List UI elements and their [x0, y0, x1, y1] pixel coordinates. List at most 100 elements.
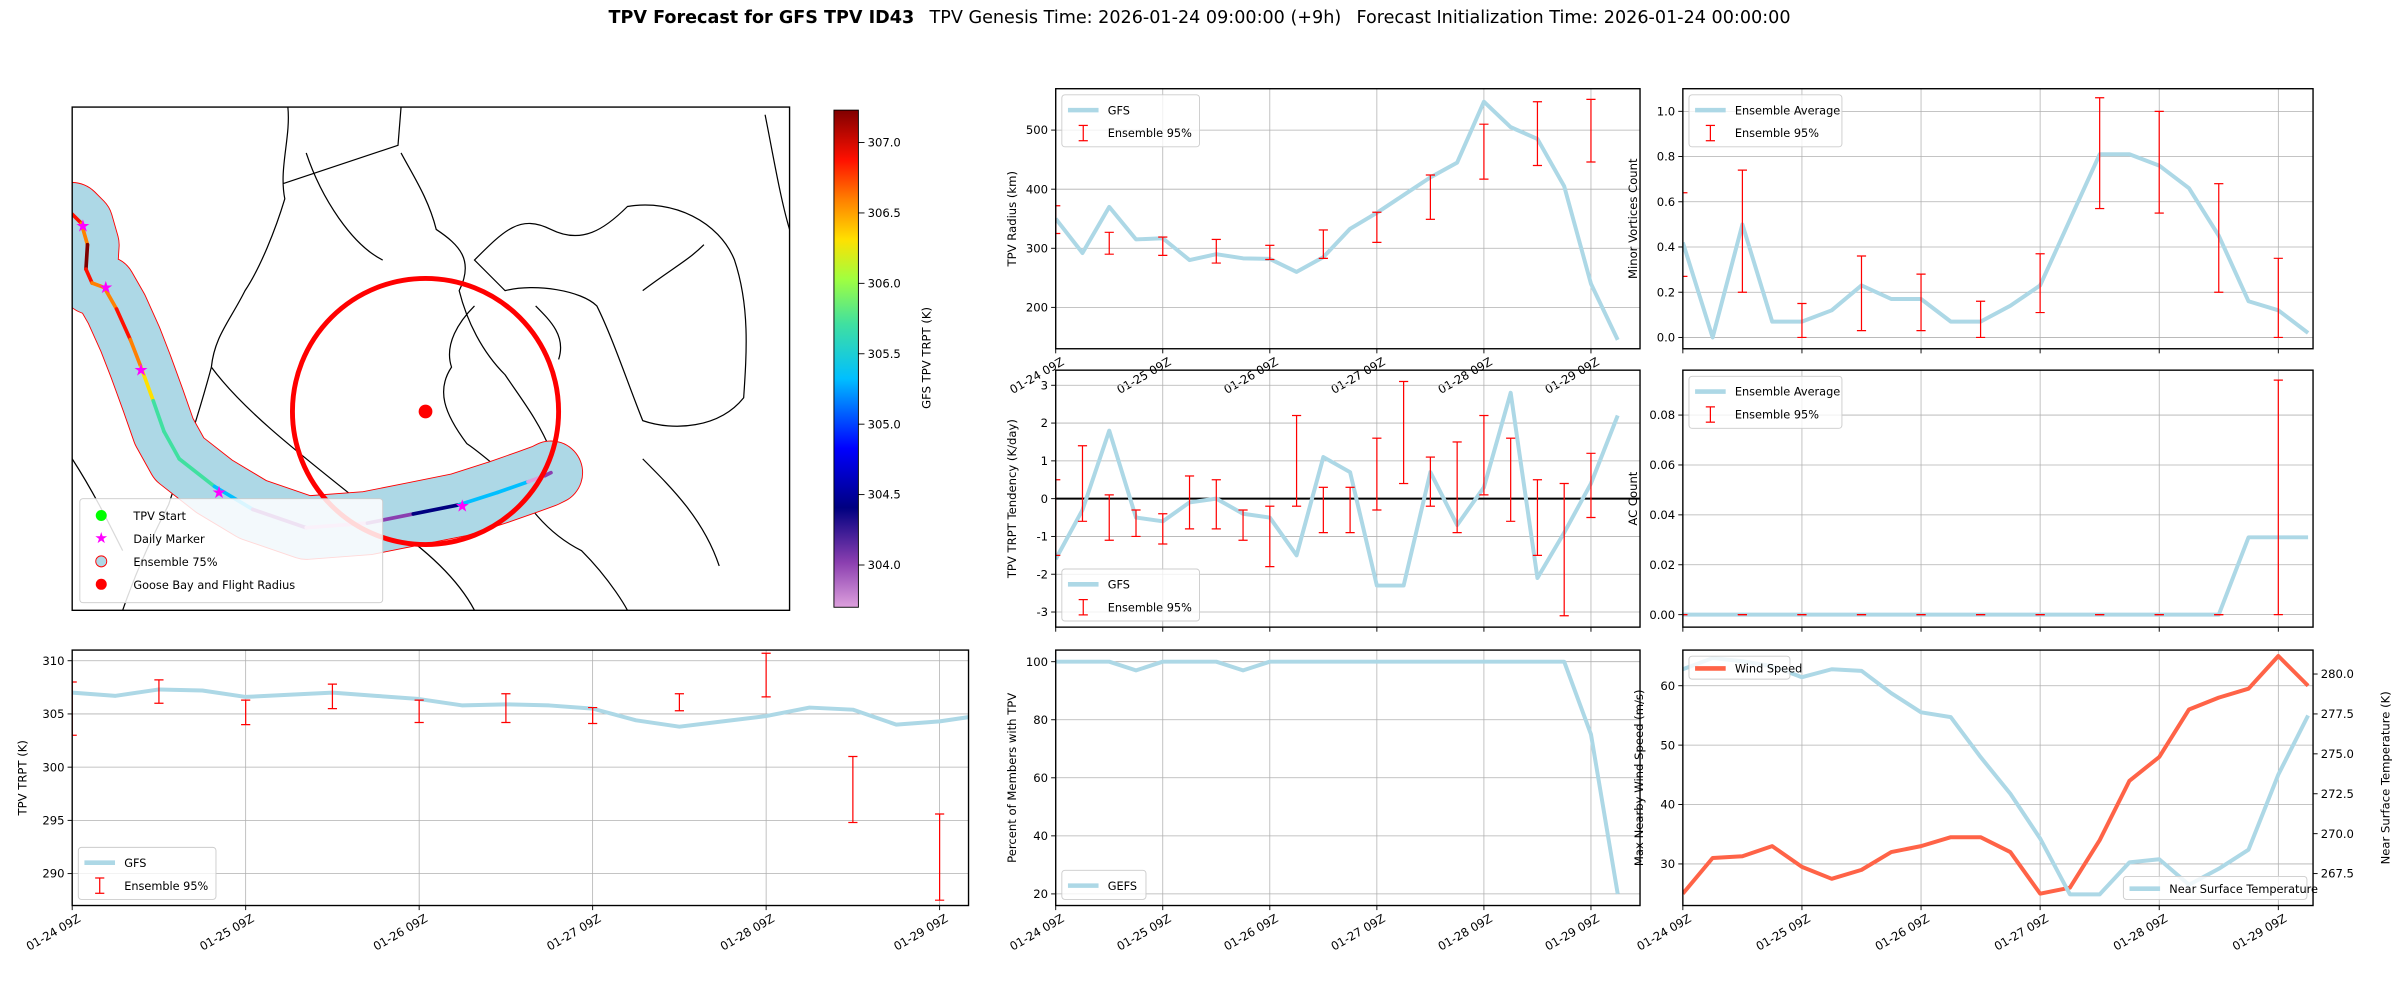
track-segment: [128, 337, 143, 369]
legend-label: GEFS: [1108, 880, 1137, 893]
daily-marker-star-icon: ★: [98, 277, 113, 297]
track-segment: [457, 490, 500, 507]
colorbar: [833, 109, 859, 608]
legend-box: [1688, 375, 1843, 429]
colorbar-ticks: 304.0 304.5 305.0 305.5 306.0 306.5 307.0: [858, 136, 901, 572]
series-line-ensemble-average: [1682, 152, 2310, 340]
x-tick-label: 01-25 09Z: [1114, 354, 1173, 396]
series-line-gfs: [1055, 99, 1620, 341]
track-segment: [84, 267, 94, 285]
y-tick-label: 500: [1026, 123, 1048, 137]
y-axis-label: Max Nearby Wind Speed (m/s): [1632, 689, 1646, 866]
chart-wind: 30 40 50 60 01-24 09Z 01-25 09Z 01-26 09Z 01-27…: [1632, 649, 2393, 953]
legend-daily-marker: Daily Marker: [133, 533, 205, 546]
y-tick-label: 0.8: [1657, 150, 1675, 164]
y2-tick-label: 267.5: [2321, 867, 2354, 881]
x-tick-label: 01-24 09Z: [1634, 911, 1693, 953]
legend-label: Ensemble 95%: [1108, 127, 1192, 140]
flight-radius-circle: [290, 275, 562, 547]
y-tick-label: -3: [1036, 605, 1048, 619]
legend-label: Ensemble Average: [1735, 104, 1840, 117]
y-tick-label: 0.02: [1649, 558, 1675, 572]
y2-tick-label: 277.5: [2321, 707, 2354, 721]
track-segment: [495, 479, 530, 495]
legend-tpv-start: TPV Start: [132, 510, 186, 523]
y-tick-label: 0.06: [1649, 458, 1675, 472]
x-tick-label: 01-25 09Z: [1754, 911, 1813, 953]
chart-minor: 0.0 0.2 0.4 0.6 0.8 1.0 Minor Vortices Count En…: [1626, 88, 2314, 354]
goose-bay-icon: [95, 578, 107, 590]
series-line-ensemble-average: [1682, 535, 2309, 617]
legend-label: Near Surface Temperature: [2169, 883, 2318, 896]
legend-box: [2122, 875, 2308, 900]
colorbar-tick-label: 304.5: [868, 488, 901, 502]
axes-frame: [1682, 88, 2314, 350]
chart-radius: 200 300 400 500 01-24 09Z 01-25 09Z 01-26 09Z 0…: [1005, 88, 1641, 397]
y-tick-label: 300: [1026, 241, 1048, 255]
x-tick-label: 01-29 09Z: [1543, 354, 1602, 396]
plot-area: [1682, 654, 2310, 897]
y-tick-label: 80: [1033, 713, 1048, 727]
ensemble-75-icon: [95, 555, 108, 568]
track-segment: [162, 429, 182, 461]
y-tick-label: 0.4: [1657, 240, 1675, 254]
colorbar-tick-label: 304.0: [868, 558, 901, 572]
plot-area: [1055, 98, 1620, 341]
daily-marker-star-icon: ★: [455, 496, 470, 516]
y-tick-label: 3: [1041, 378, 1048, 392]
title-init: Forecast Initialization Time: 2026-01-24…: [1357, 8, 1791, 28]
y-tick-label: 295: [42, 814, 64, 828]
y-tick-label: 0.08: [1649, 408, 1675, 422]
track-segment: [139, 365, 156, 403]
plot-area: [1682, 97, 2310, 340]
colorbar-tick-label: 305.5: [868, 347, 901, 361]
x-tick-label: 01-29 09Z: [1543, 911, 1602, 953]
x-tick-label: 01-26 09Z: [1221, 354, 1280, 396]
legend-label: Ensemble Average: [1735, 386, 1840, 399]
y-tick-label: 290: [42, 867, 64, 881]
chart-tendency: -3 -2 -1 0 1 2 3 TPV TRPT Tendency (K/day) GFS En…: [1005, 369, 1641, 632]
y-tick-label: 20: [1033, 887, 1048, 901]
y-tick-label: 0: [1041, 492, 1048, 506]
legend-label: Wind Speed: [1735, 663, 1802, 676]
title-bold: TPV Forecast for GFS TPV ID43: [608, 8, 914, 28]
track-segment: [542, 470, 553, 478]
series-line-near-surface-temperature: [1682, 656, 2310, 897]
legend-label: GFS: [1108, 104, 1130, 117]
track-segment: [177, 457, 217, 489]
y-tick-label: 30: [1660, 857, 1675, 871]
legend-goose-bay: Goose Bay and Flight Radius: [133, 579, 295, 592]
y2-tick-label: 280.0: [2321, 667, 2354, 681]
legend-label: GFS: [1108, 578, 1130, 591]
x-tick-label: 01-26 09Z: [1221, 911, 1280, 953]
tpv-start-icon: [95, 509, 107, 521]
y-axis-label: TPV TRPT (K): [15, 740, 29, 816]
track-segment: [114, 307, 133, 342]
y2-axis-label: Near Surface Temperature (K): [2379, 691, 2393, 864]
y-tick-label: 60: [1033, 771, 1048, 785]
series-line-wind-speed: [1682, 654, 2310, 896]
legend-label: Ensemble 95%: [124, 880, 208, 893]
legend-label: Ensemble 95%: [1735, 127, 1819, 140]
y-tick-label: 0.0: [1657, 331, 1675, 345]
x-tick-label: 01-28 09Z: [2111, 911, 2170, 953]
x-tick-label: 01-29 09Z: [891, 911, 950, 953]
x-tick-label: 01-27 09Z: [1328, 911, 1387, 953]
y-axis-label: TPV Radius (km): [1005, 171, 1019, 267]
x-tick-label: 01-24 09Z: [1007, 911, 1066, 953]
y-tick-label: 1: [1041, 454, 1048, 468]
series-line-gfs: [72, 687, 969, 729]
legend-label: Ensemble 95%: [1735, 409, 1819, 422]
y-axis-label: TPV TRPT Tendency (K/day): [1005, 419, 1019, 579]
legend-label: Ensemble 95%: [1108, 601, 1192, 614]
y2-tick-label: 272.5: [2321, 787, 2354, 801]
x-tick-label: 01-26 09Z: [371, 911, 430, 953]
chart-trpt: 290 295 300 305 310 01-24 09Z 01-25 09Z 01-26 0…: [15, 649, 970, 953]
legend-box: [1688, 655, 1791, 680]
colorbar-tick-label: 306.0: [868, 276, 901, 290]
y-tick-label: 200: [1026, 301, 1048, 315]
plot-area: [72, 652, 969, 901]
y-axis-label: Percent of Members with TPV: [1005, 693, 1019, 863]
axes-frame: [1682, 369, 2314, 628]
track-segment: [72, 212, 84, 226]
